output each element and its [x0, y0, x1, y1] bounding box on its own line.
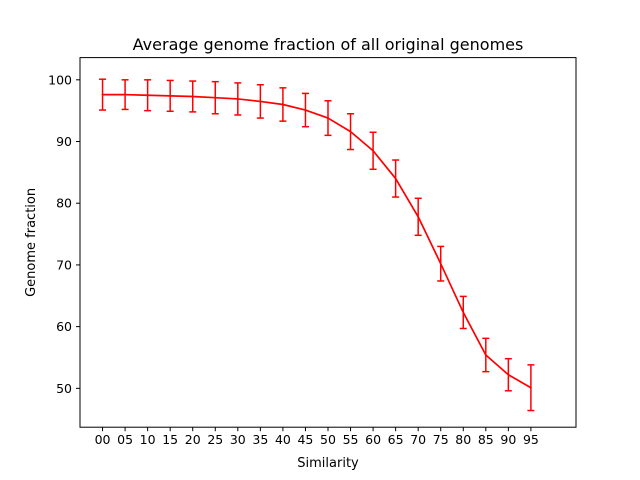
x-tick-label: 90: [500, 432, 516, 447]
x-tick-label: 20: [185, 432, 201, 447]
data-point: [282, 103, 284, 106]
data-point: [507, 373, 510, 376]
y-tick-label: 90: [56, 134, 72, 149]
y-axis-label: Genome fraction: [24, 188, 39, 297]
x-tick-label: 45: [297, 432, 313, 447]
x-tick-label: 25: [207, 432, 223, 447]
data-point: [439, 262, 442, 265]
data-point: [124, 93, 126, 96]
x-tick-label: 95: [523, 432, 539, 447]
y-tick-label: 100: [48, 72, 72, 87]
data-point: [372, 149, 374, 152]
x-tick-label: 30: [230, 432, 246, 447]
x-tick-label: 35: [252, 432, 268, 447]
x-tick-label: 15: [162, 432, 178, 447]
data-point: [214, 96, 217, 99]
series-line: [102, 93, 532, 389]
x-axis-label: Similarity: [297, 456, 359, 471]
x-tick-label: 10: [140, 432, 156, 447]
data-point: [101, 93, 104, 96]
data-point: [484, 354, 487, 356]
data-point: [259, 100, 262, 103]
x-tick-label: 00: [95, 432, 111, 447]
x-tick-label: 80: [455, 432, 471, 447]
x-tick-label: 70: [410, 432, 426, 447]
y-tick-label: 80: [56, 196, 72, 211]
data-point: [146, 94, 149, 97]
x-tick-label: 75: [433, 432, 449, 447]
data-point: [349, 130, 352, 133]
x-tick-label: 55: [343, 432, 359, 447]
x-tick-label: 40: [275, 432, 291, 447]
x-tick-label: 60: [365, 432, 381, 447]
data-point: [169, 94, 172, 97]
x-tick-label: 50: [320, 432, 336, 447]
data-point: [394, 177, 397, 180]
data-point: [462, 311, 465, 314]
data-point: [417, 215, 420, 218]
y-tick-label: 70: [56, 257, 72, 272]
data-point: [191, 95, 194, 98]
data-point: [304, 109, 307, 111]
chart-title: Average genome fraction of all original …: [133, 35, 524, 54]
y-tick-label: 60: [56, 319, 72, 334]
y-tick-label: 50: [56, 381, 72, 396]
data-point: [327, 117, 329, 119]
data-point: [530, 386, 532, 389]
data-point: [236, 98, 239, 100]
plot-area: [99, 78, 535, 412]
x-tick-label: 05: [117, 432, 133, 447]
x-tick-label: 65: [388, 432, 404, 447]
x-tick-label: 85: [478, 432, 494, 447]
